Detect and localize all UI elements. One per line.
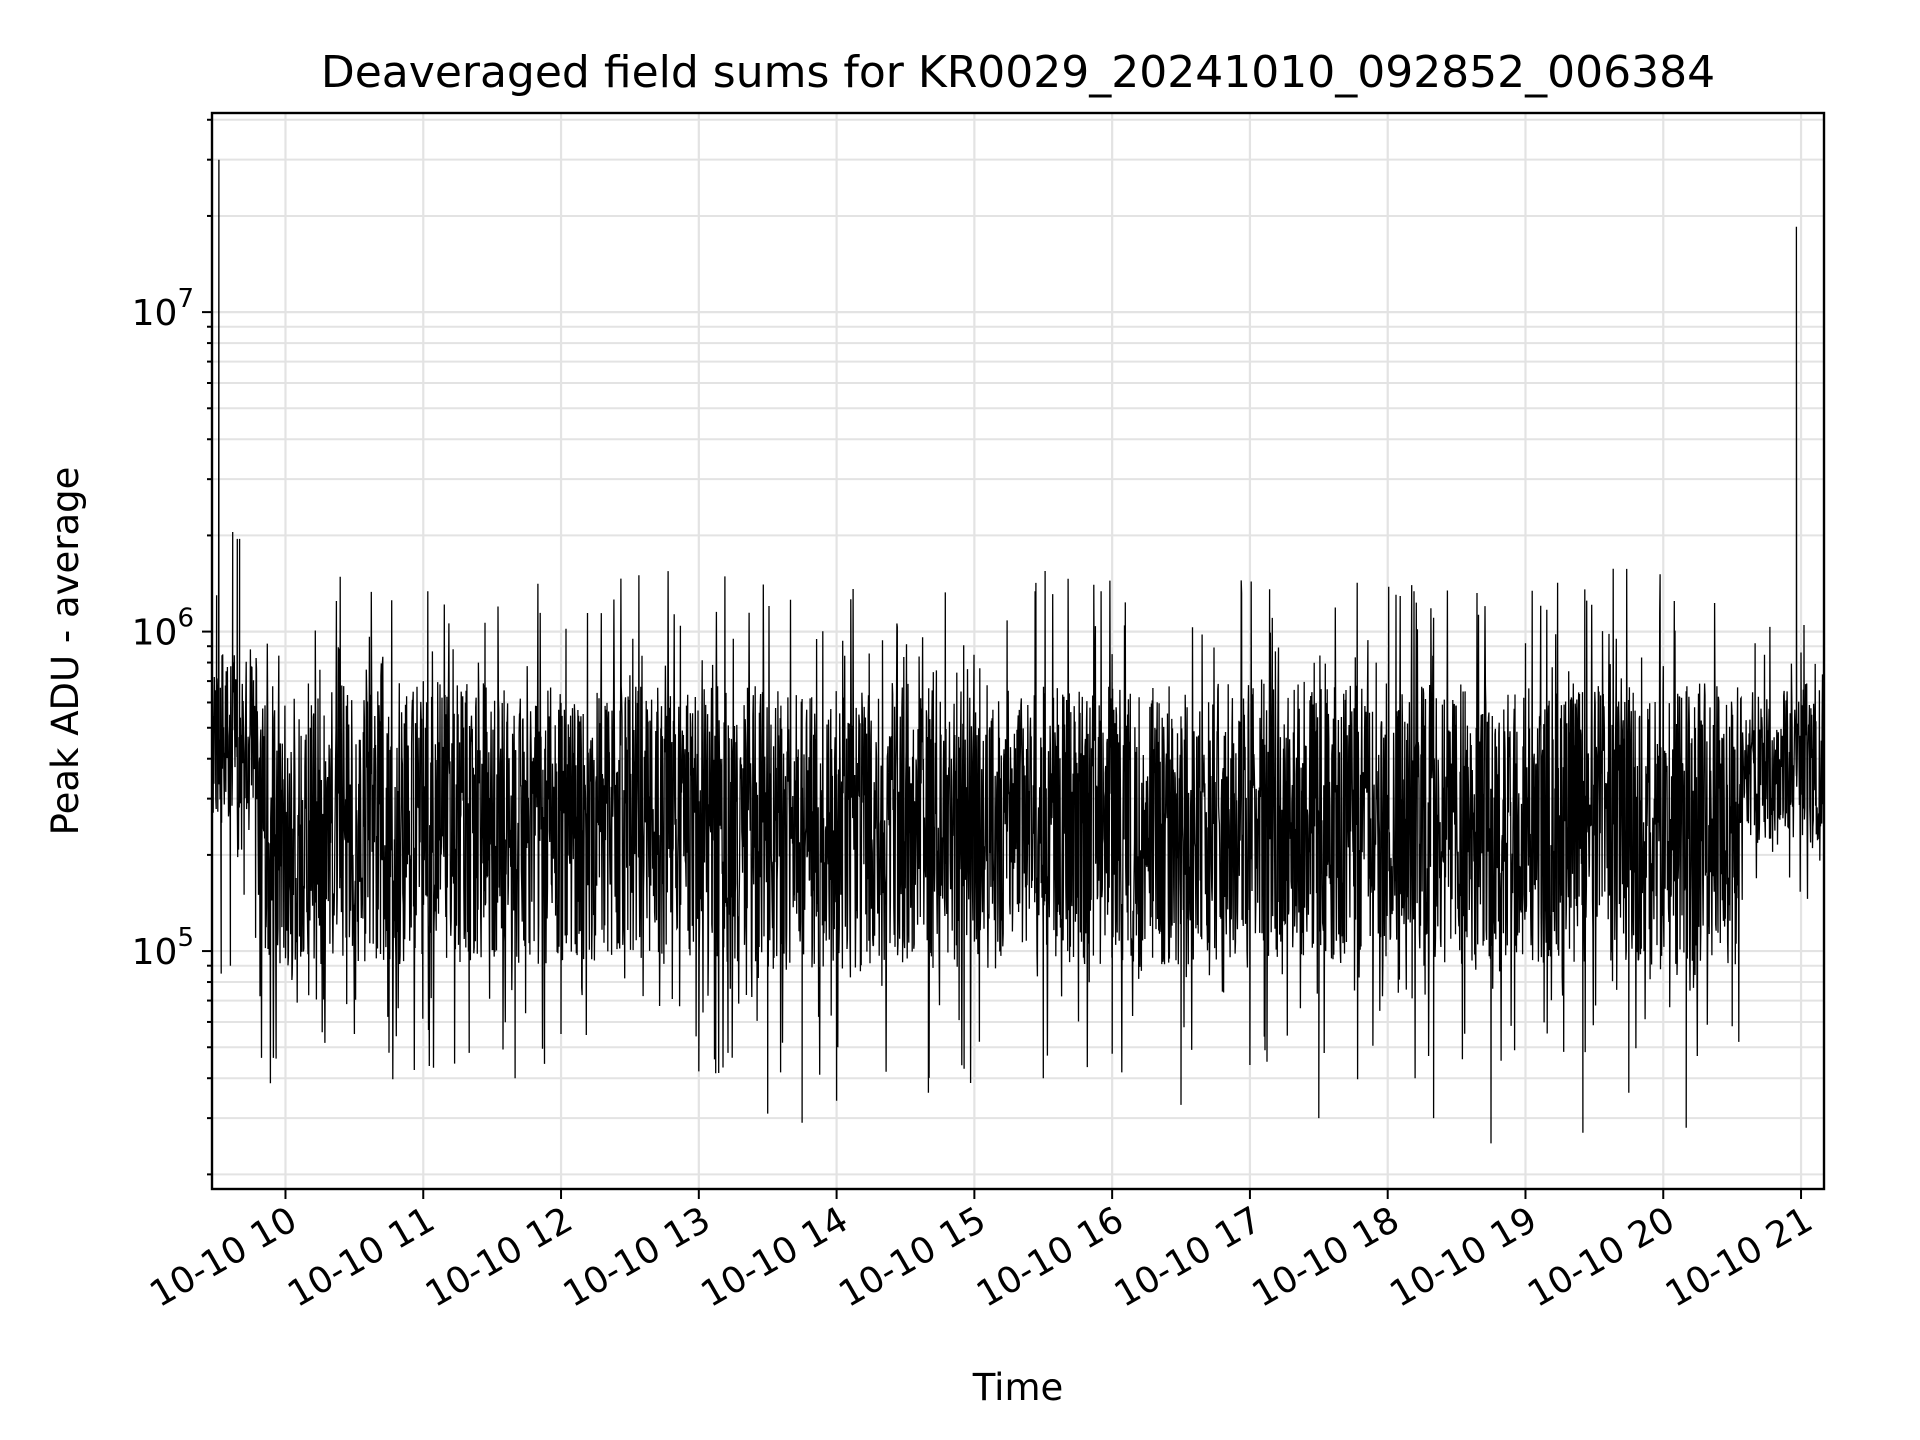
- y-tick-label: 105: [132, 923, 194, 973]
- series-layer: [212, 159, 1824, 1144]
- x-axis-label: Time: [972, 1366, 1064, 1409]
- y-tick-label: 107: [132, 284, 194, 334]
- plot-frame: [210, 111, 1826, 1191]
- chart-title: Deaveraged field sums for KR0029_2024101…: [321, 47, 1715, 98]
- series-line: [212, 159, 1824, 1144]
- y-tick-label: 106: [132, 604, 194, 654]
- y-axis-label: Peak ADU - average: [44, 467, 87, 836]
